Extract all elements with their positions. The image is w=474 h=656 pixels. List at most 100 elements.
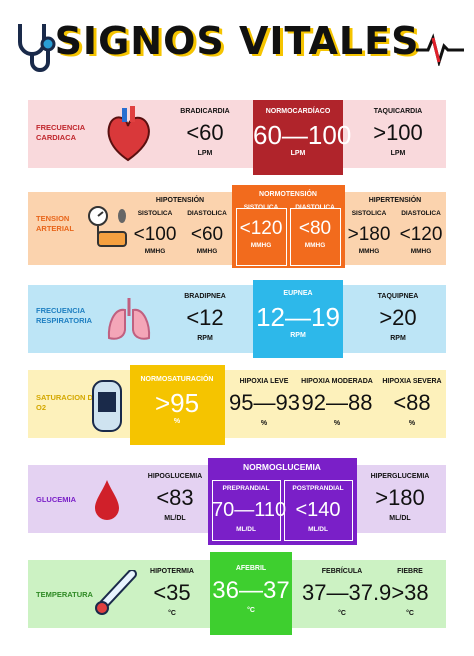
- value: 60—100: [253, 120, 352, 150]
- heading: BRADIPNEA: [184, 293, 226, 300]
- normal-box: [130, 365, 225, 445]
- normal-box: [208, 458, 357, 545]
- sub-heading: SISTOLICA: [137, 210, 173, 217]
- unit: MMHG: [358, 248, 380, 255]
- heading: HIPERGLUCEMIA: [370, 473, 430, 480]
- row-label: FRECUENCIA RESPIRATORIA: [36, 306, 92, 325]
- sub-heading: DIASTOLICA: [401, 210, 441, 217]
- sub-box: [290, 208, 341, 266]
- unit: %: [333, 420, 341, 427]
- value: 37—37.9: [302, 580, 392, 605]
- unit: RPM: [290, 332, 306, 339]
- blood-drop-icon: [95, 480, 119, 520]
- heading: HIPOTERMIA: [150, 568, 194, 575]
- heading: HIPOXIA MODERADA: [301, 378, 373, 385]
- heading: AFEBRIL: [235, 565, 267, 572]
- heading: HIPOXIA LEVE: [239, 378, 289, 385]
- heading: HIPERTENSIÓN: [368, 197, 422, 204]
- heading: TAQUIPNEA: [377, 293, 419, 300]
- pulse-icon: [416, 33, 464, 66]
- value: <80: [298, 218, 332, 239]
- heading: HIPOTENSIÓN: [155, 197, 205, 204]
- value: >180: [375, 485, 425, 510]
- unit: MMHG: [196, 248, 218, 255]
- unit: RPM: [197, 335, 213, 342]
- unit: ML/DL: [164, 515, 186, 522]
- unit: °C: [247, 607, 255, 614]
- value: <120: [239, 218, 283, 239]
- row-label: FRECUENCIA CARDIACA: [36, 123, 85, 142]
- value: 36—37: [212, 577, 290, 604]
- heading: HIPOGLUCEMIA: [147, 473, 203, 480]
- sub-heading: POSTPRANDIAL: [292, 485, 344, 492]
- heading: NORMOGLUCEMIA: [243, 462, 321, 472]
- unit: °C: [406, 610, 414, 617]
- value: <60: [190, 224, 224, 245]
- sub-heading: PREPRANDIAL: [222, 485, 270, 492]
- unit: RPM: [390, 335, 406, 342]
- value: <120: [399, 224, 443, 245]
- row-label: GLUCEMIA: [36, 495, 76, 504]
- unit: ML/DL: [308, 526, 328, 533]
- normal-box: [210, 552, 292, 635]
- row-label: SATURACION DE O2: [36, 393, 98, 412]
- row-label: TEMPERATURA: [36, 590, 93, 599]
- heading: HIPOXIA SEVERA: [382, 378, 442, 385]
- unit: °C: [338, 610, 346, 617]
- row-bg: [28, 285, 446, 353]
- value: >95: [154, 388, 200, 418]
- value: <88: [393, 390, 431, 415]
- unit: MMHG: [410, 248, 432, 255]
- unit: MMHG: [144, 248, 166, 255]
- unit: ML/DL: [236, 526, 256, 533]
- unit: °C: [168, 610, 176, 617]
- value: <35: [153, 580, 191, 605]
- value: 92—88: [301, 390, 373, 415]
- sub-box: [236, 208, 287, 266]
- heading: EUPNEA: [283, 290, 313, 297]
- unit: ML/DL: [389, 515, 411, 522]
- value: >180: [347, 224, 391, 245]
- unit: %: [408, 420, 416, 427]
- heading: FEBRÍCULA: [321, 568, 363, 575]
- sub-box: [212, 480, 281, 541]
- unit: MMHG: [250, 242, 272, 249]
- unit: LPM: [290, 150, 306, 157]
- sub-heading: DIASTOLICA: [295, 204, 335, 211]
- sub-heading: DIASTOLICA: [187, 210, 227, 217]
- heading: BRADICARDIA: [180, 108, 230, 115]
- sub-heading: SISTOLICA: [243, 204, 279, 211]
- heading: TAQUICARDIA: [373, 108, 423, 115]
- heart-icon: [107, 106, 150, 162]
- unit: %: [173, 418, 181, 425]
- unit: %: [260, 420, 268, 427]
- value: >20: [379, 305, 417, 330]
- heading: NORMOCARDÍACO: [265, 108, 331, 115]
- row-bg: [28, 100, 446, 168]
- value: <140: [295, 499, 341, 521]
- bp-gauge-icon: [88, 206, 127, 247]
- normal-box: [253, 100, 343, 175]
- title: SIGNOS VITALES: [54, 19, 420, 63]
- value: <60: [186, 120, 224, 145]
- unit: LPM: [197, 150, 213, 157]
- sub-box: [284, 480, 353, 541]
- value: <12: [186, 305, 224, 330]
- value: 95—93: [229, 390, 300, 415]
- row-label: TENSION ARTERIAL: [36, 214, 74, 233]
- value: <83: [156, 485, 194, 510]
- normal-box: [232, 185, 345, 268]
- unit: LPM: [390, 150, 406, 157]
- value: 12—19: [256, 302, 340, 332]
- value: <100: [133, 224, 177, 245]
- oximeter-icon: [92, 380, 122, 432]
- lungs-icon: [107, 298, 151, 340]
- value: 70—110: [212, 499, 287, 521]
- heading: FIEBRE: [397, 568, 423, 575]
- value: >38: [391, 580, 429, 605]
- normal-box: [253, 280, 343, 358]
- heading: NORMOSATURACIÓN: [140, 376, 214, 383]
- sub-heading: SISTOLICA: [351, 210, 387, 217]
- value: >100: [373, 120, 423, 145]
